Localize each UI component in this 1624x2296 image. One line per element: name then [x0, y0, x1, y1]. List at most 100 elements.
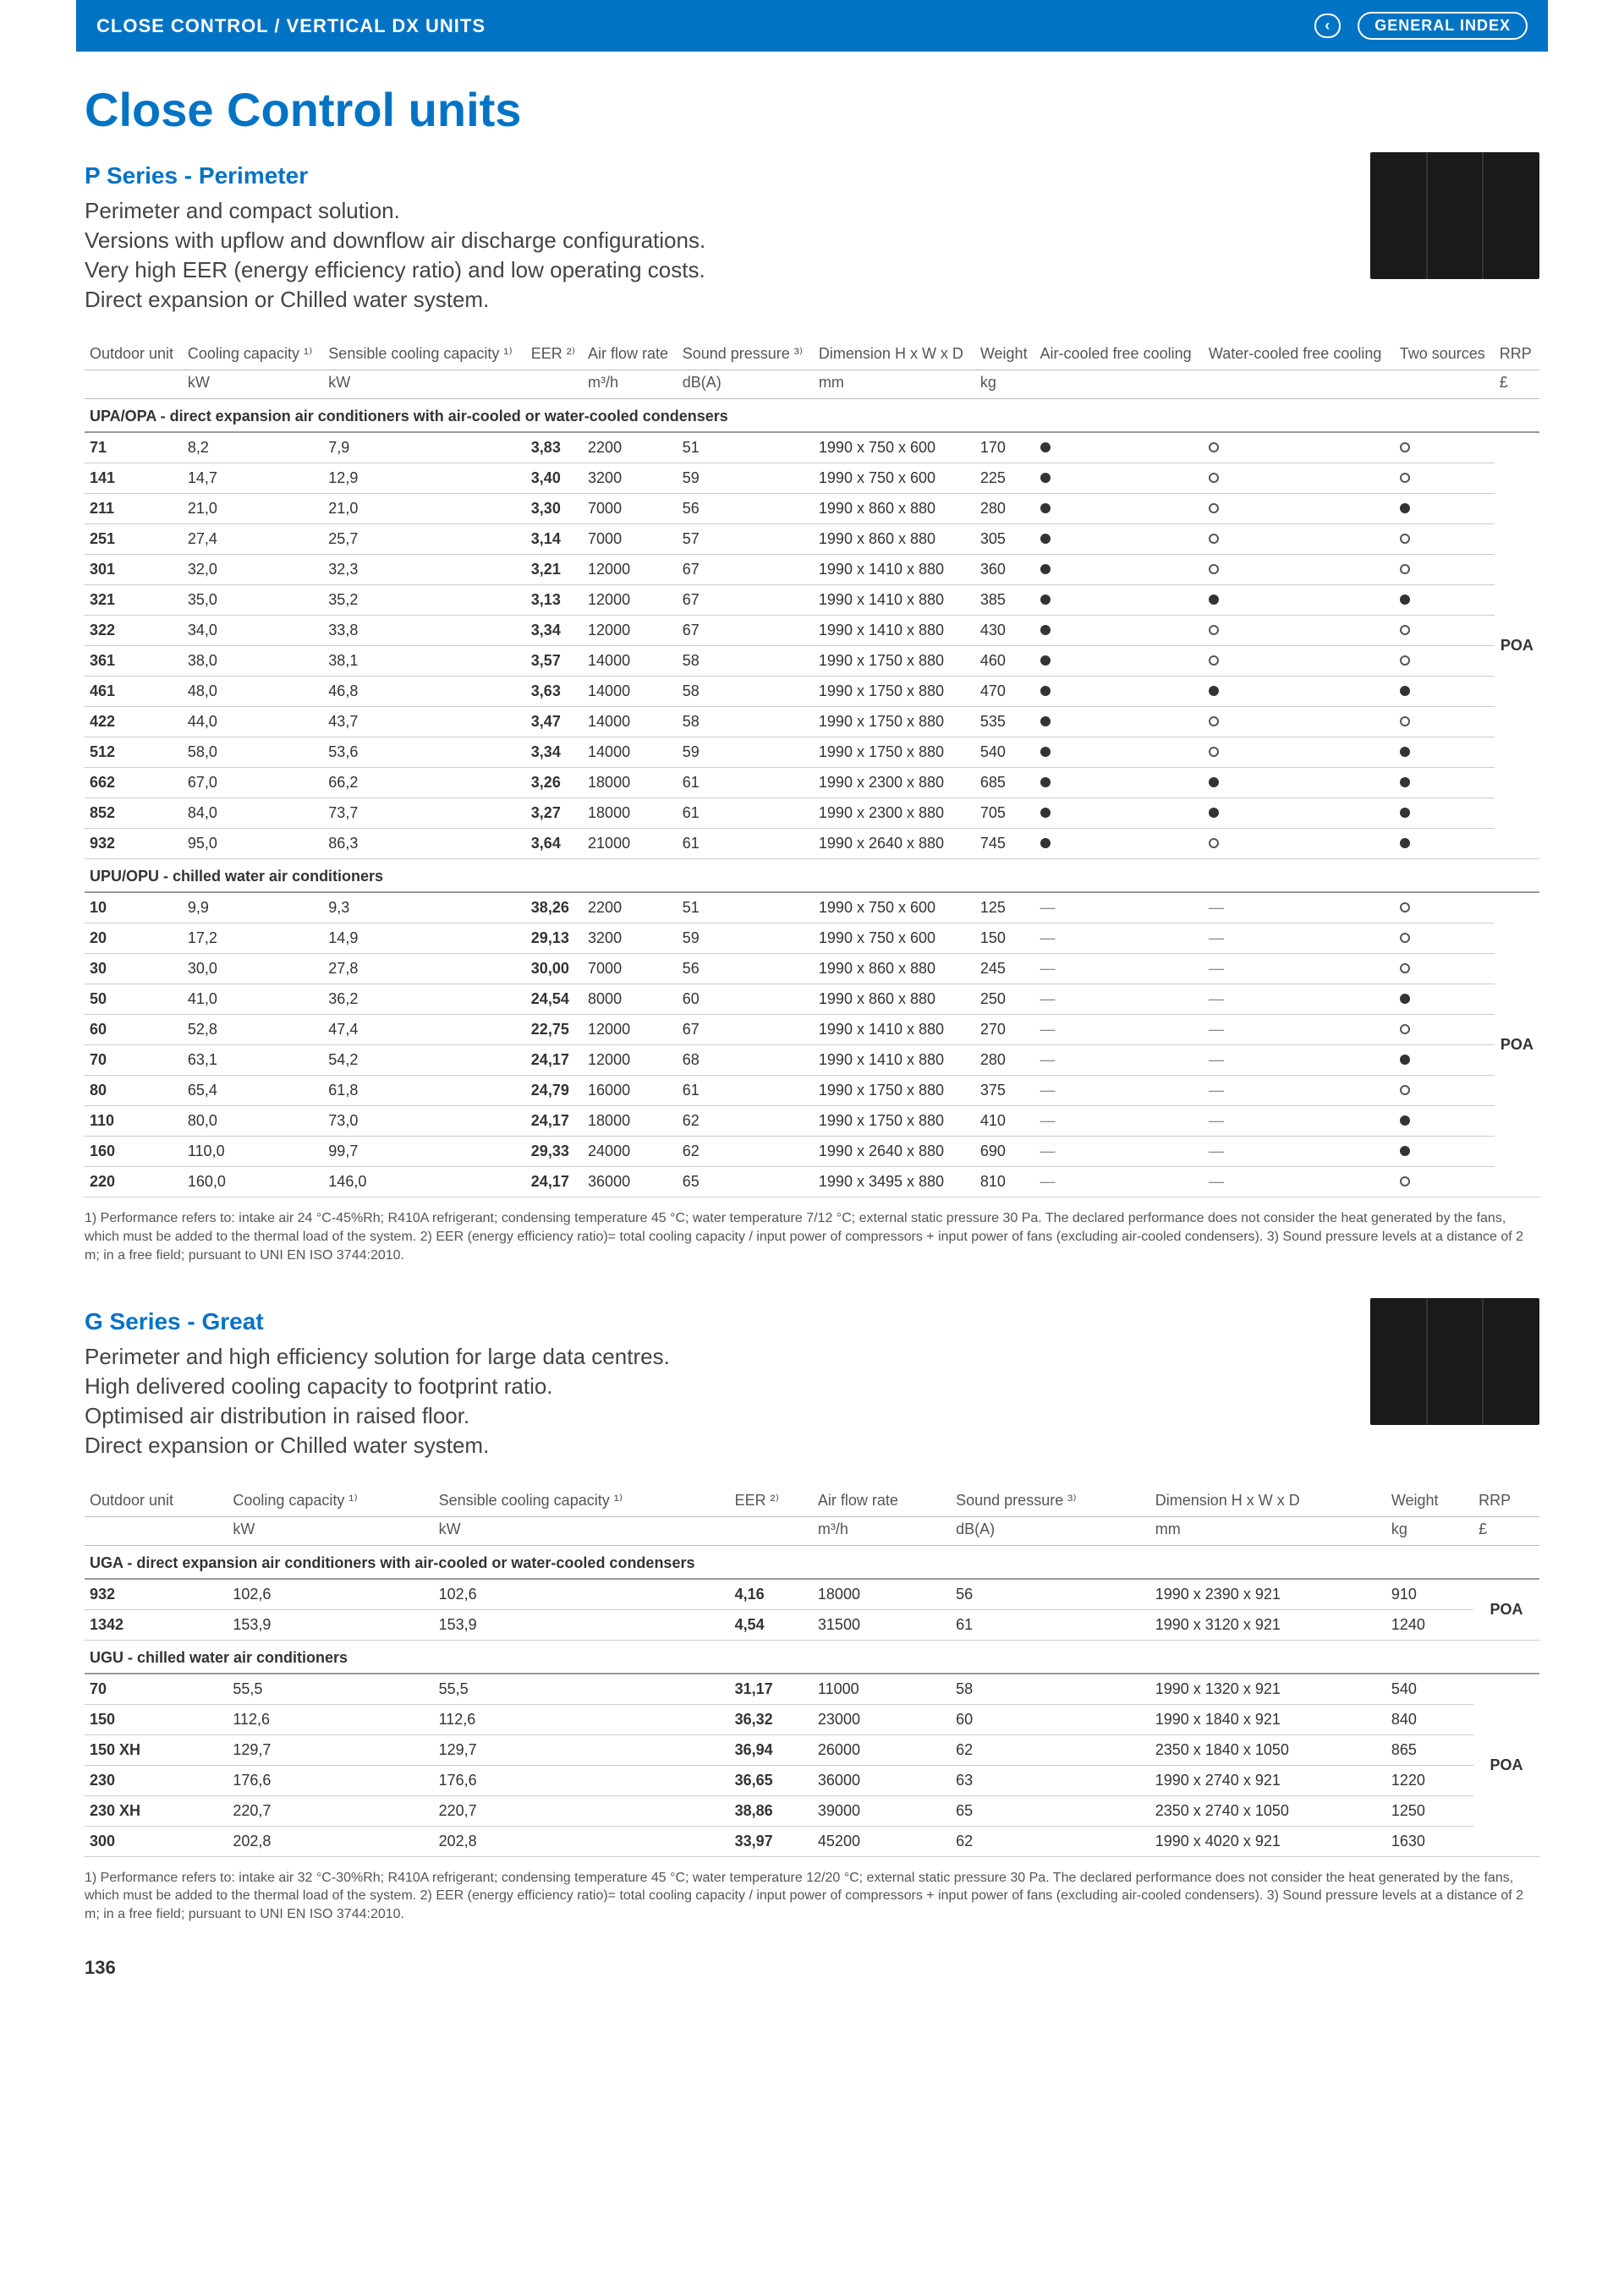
table-cell: 18000	[583, 768, 678, 798]
empty-dot-icon	[1400, 1024, 1410, 1034]
table-cell: 3,63	[526, 677, 583, 707]
empty-dot-icon	[1400, 902, 1410, 912]
empty-dot-icon	[1209, 747, 1219, 757]
dash-icon: —	[1209, 990, 1224, 1007]
empty-dot-icon	[1400, 963, 1410, 973]
table-cell: 36,2	[323, 984, 526, 1015]
table-row: 300202,8202,833,9745200621990 x 4020 x 9…	[85, 1826, 1539, 1856]
table-cell: 112,6	[228, 1704, 433, 1734]
table-cell: 270	[975, 1015, 1035, 1045]
table-cell: 1990 x 750 x 600	[814, 463, 975, 494]
back-chevron-icon[interactable]: ‹	[1314, 14, 1341, 38]
table-cell: —	[1204, 1045, 1395, 1076]
table-cell	[1035, 798, 1204, 829]
table-cell	[1395, 954, 1495, 984]
table-cell: 1990 x 860 x 880	[814, 494, 975, 524]
table-cell: 38,0	[183, 646, 323, 677]
table-row: 14114,712,93,403200591990 x 750 x 600225	[85, 463, 1539, 494]
table-cell: 53,6	[323, 737, 526, 768]
table-cell: 745	[975, 829, 1035, 859]
column-unit: kg	[975, 370, 1035, 399]
page-number: 136	[85, 1957, 1539, 1979]
table-cell: 4,54	[730, 1609, 813, 1640]
table-row: 30132,032,33,2112000671990 x 1410 x 8803…	[85, 555, 1539, 585]
table-cell: 58	[678, 677, 814, 707]
table-cell	[1204, 737, 1395, 768]
table-cell: 8,2	[183, 432, 323, 463]
table-cell: 1990 x 2640 x 880	[814, 829, 975, 859]
table-cell: 1990 x 2300 x 880	[814, 798, 975, 829]
filled-dot-icon	[1040, 686, 1051, 696]
empty-dot-icon	[1400, 564, 1410, 574]
table-cell: 540	[1386, 1674, 1473, 1705]
table-cell: 176,6	[228, 1765, 433, 1795]
table-row: 109,99,338,262200511990 x 750 x 600125——…	[85, 892, 1539, 923]
table-cell: 7,9	[323, 432, 526, 463]
table-cell: 60	[678, 984, 814, 1015]
table-cell: 23000	[813, 1704, 951, 1734]
table-cell: 21000	[583, 829, 678, 859]
table-cell: 14000	[583, 646, 678, 677]
table-cell: 1990 x 1750 x 880	[814, 646, 975, 677]
general-index-button[interactable]: GENERAL INDEX	[1358, 12, 1528, 40]
table-cell: 230 XH	[85, 1795, 228, 1826]
table-row: 932102,6102,64,1618000561990 x 2390 x 92…	[85, 1579, 1539, 1610]
table-cell: 3,21	[526, 555, 583, 585]
table-cell: 51	[678, 892, 814, 923]
table-cell: 1990 x 2390 x 921	[1150, 1579, 1386, 1610]
table-cell: 321	[85, 585, 183, 616]
dash-icon: —	[1209, 1021, 1224, 1038]
dash-icon: —	[1209, 1051, 1224, 1068]
table-cell: 141	[85, 463, 183, 494]
table-cell: 360	[975, 555, 1035, 585]
table-cell	[1395, 768, 1495, 798]
table-cell: 95,0	[183, 829, 323, 859]
column-unit: dB(A)	[951, 1516, 1150, 1545]
table-cell	[1395, 555, 1495, 585]
empty-dot-icon	[1400, 655, 1410, 666]
column-header: Air flow rate	[813, 1485, 951, 1517]
table-cell: 685	[975, 768, 1035, 798]
table-cell: —	[1204, 984, 1395, 1015]
table-cell: 43,7	[323, 707, 526, 737]
table-cell: —	[1035, 1045, 1204, 1076]
table-cell: 58,0	[183, 737, 323, 768]
table-cell: 45200	[813, 1826, 951, 1856]
empty-dot-icon	[1209, 564, 1219, 574]
empty-dot-icon	[1209, 442, 1219, 452]
empty-dot-icon	[1209, 838, 1219, 848]
table-cell: 26000	[813, 1734, 951, 1765]
table-cell: 31,17	[730, 1674, 813, 1705]
table-cell: 63	[951, 1765, 1150, 1795]
table-cell: 55,5	[434, 1674, 730, 1705]
table-cell: 63,1	[183, 1045, 323, 1076]
table-cell: —	[1035, 1167, 1204, 1197]
table-cell: 61	[678, 1076, 814, 1106]
empty-dot-icon	[1400, 473, 1410, 483]
table-section-label: UPU/OPU - chilled water air conditioners	[85, 859, 1539, 893]
table-cell	[1035, 677, 1204, 707]
table-cell: 29,33	[526, 1137, 583, 1167]
table-cell: 36,94	[730, 1734, 813, 1765]
table-cell: 73,0	[323, 1106, 526, 1137]
table-cell: 70	[85, 1674, 228, 1705]
column-header: Air-cooled free cooling	[1035, 338, 1204, 370]
dash-icon: —	[1040, 1051, 1056, 1068]
table-cell: 3,26	[526, 768, 583, 798]
table-cell	[1395, 585, 1495, 616]
empty-dot-icon	[1209, 503, 1219, 513]
table-cell: 46,8	[323, 677, 526, 707]
table-cell: 62	[678, 1106, 814, 1137]
table-cell: —	[1035, 954, 1204, 984]
dash-icon: —	[1040, 899, 1056, 916]
table-row: 718,27,93,832200511990 x 750 x 600170POA	[85, 432, 1539, 463]
table-cell: —	[1204, 923, 1395, 954]
column-header: EER ²⁾	[730, 1485, 813, 1517]
table-cell: 32,3	[323, 555, 526, 585]
table-cell: 1630	[1386, 1826, 1473, 1856]
table-cell: 361	[85, 646, 183, 677]
table-cell	[1204, 494, 1395, 524]
filled-dot-icon	[1209, 686, 1219, 696]
table-cell: 110,0	[183, 1137, 323, 1167]
table-cell: 211	[85, 494, 183, 524]
